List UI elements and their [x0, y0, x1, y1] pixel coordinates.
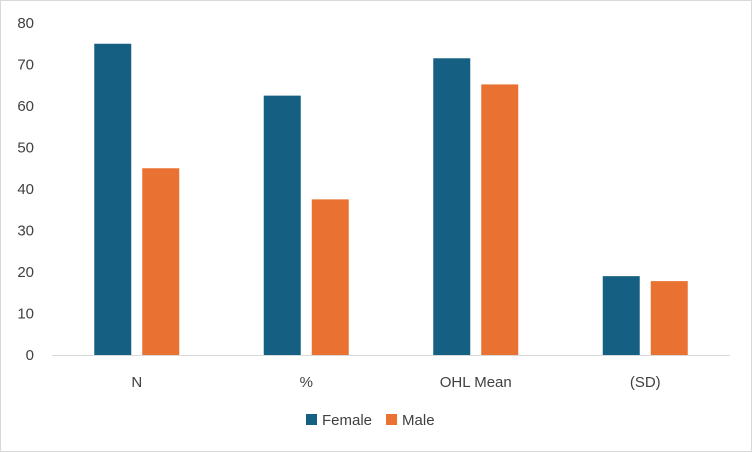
x-axis-ticks: N% OHL Mean (SD): [131, 374, 660, 391]
bar-male-0: [142, 168, 180, 355]
y-tick-label: 20: [17, 264, 34, 281]
legend-swatch-male: [386, 414, 398, 425]
bar-female-2: [433, 58, 471, 356]
x-tick-label: %: [300, 374, 313, 391]
x-tick-label: (SD): [630, 374, 661, 391]
bar-male-2: [481, 84, 519, 356]
legend: Female Male: [306, 412, 435, 429]
legend-label-male: Male: [402, 412, 435, 429]
y-tick-label: 30: [17, 223, 34, 240]
bar-female-1: [263, 95, 301, 355]
legend-swatch-female: [306, 414, 317, 425]
legend-label-female: Female: [322, 412, 372, 429]
y-tick-label: 10: [17, 306, 34, 323]
x-tick-label: OHL Mean: [440, 374, 512, 391]
y-tick-label: 0: [26, 347, 34, 364]
y-axis-ticks: 0 10 20 30 40 50 60 70 80: [17, 15, 34, 364]
y-tick-label: 70: [17, 57, 34, 74]
x-tick-label: N: [131, 374, 142, 391]
bar-female-3: [602, 276, 640, 355]
bar-male-1: [311, 199, 349, 355]
y-tick-label: 60: [17, 98, 34, 115]
y-tick-label: 40: [17, 181, 34, 198]
bar-male-3: [650, 281, 688, 355]
y-tick-label: 80: [17, 15, 34, 32]
y-tick-label: 50: [17, 140, 34, 157]
bar-female-0: [94, 43, 132, 355]
bars: [94, 43, 688, 356]
